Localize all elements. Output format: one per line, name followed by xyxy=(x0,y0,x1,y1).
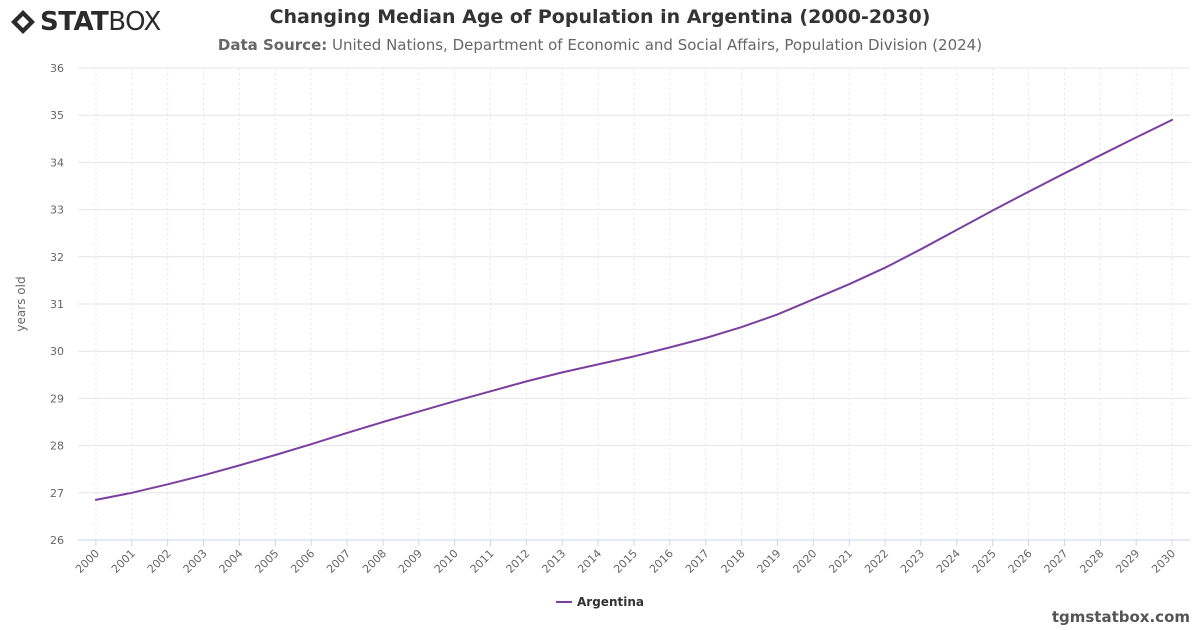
logo-text: STATBOX xyxy=(40,7,161,37)
data-point xyxy=(167,483,169,485)
data-point xyxy=(741,326,743,328)
y-tick-label: 29 xyxy=(50,392,64,405)
data-point xyxy=(776,313,778,315)
x-tick-label: 2007 xyxy=(324,547,353,576)
x-tick-label: 2006 xyxy=(288,547,317,576)
data-point xyxy=(238,464,240,466)
x-tick-label: 2016 xyxy=(647,547,676,576)
x-tick-label: 2028 xyxy=(1077,547,1106,576)
data-point xyxy=(382,421,384,423)
x-tick-label: 2015 xyxy=(611,547,640,576)
x-tick-label: 2020 xyxy=(790,547,819,576)
y-tick-label: 31 xyxy=(50,298,64,311)
data-point xyxy=(669,346,671,348)
x-tick-label: 2005 xyxy=(252,547,281,576)
data-point xyxy=(131,492,133,494)
y-tick-label: 34 xyxy=(50,156,64,169)
y-tick-label: 30 xyxy=(50,345,64,358)
y-axis-title: years old xyxy=(14,276,28,331)
data-point xyxy=(1171,119,1173,121)
data-point xyxy=(597,363,599,365)
y-tick-label: 28 xyxy=(50,440,64,453)
logo-text-light: BOX xyxy=(108,7,161,37)
chart-subtitle: Data Source: United Nations, Department … xyxy=(0,36,1200,54)
data-point xyxy=(992,210,994,212)
x-tick-label: 2002 xyxy=(145,547,174,576)
data-point xyxy=(1028,191,1030,193)
x-tick-label: 2029 xyxy=(1113,547,1142,576)
x-tick-label: 2010 xyxy=(432,547,461,576)
y-tick-label: 35 xyxy=(50,109,64,122)
x-tick-label: 2012 xyxy=(504,547,533,576)
x-tick-label: 2021 xyxy=(826,547,855,576)
x-tick-label: 2018 xyxy=(719,547,748,576)
x-tick-label: 2023 xyxy=(898,547,927,576)
y-tick-label: 27 xyxy=(50,487,64,500)
x-tick-label: 2003 xyxy=(181,547,210,576)
x-tick-label: 2017 xyxy=(683,547,712,576)
data-point xyxy=(884,267,886,269)
data-point xyxy=(920,248,922,250)
data-point xyxy=(1099,154,1101,156)
x-tick-label: 2013 xyxy=(539,547,568,576)
footer-watermark: tgmstatbox.com xyxy=(1051,608,1190,626)
logo-text-bold: STAT xyxy=(40,7,109,37)
y-tick-label: 26 xyxy=(50,534,64,547)
data-point xyxy=(203,474,205,476)
x-tick-label: 2008 xyxy=(360,547,389,576)
series-line-argentina xyxy=(94,118,1174,501)
x-tick-label: 2019 xyxy=(755,547,784,576)
data-point xyxy=(848,283,850,285)
x-tick-label: 2025 xyxy=(970,547,999,576)
data-point xyxy=(1063,172,1065,174)
y-tick-label: 36 xyxy=(50,62,64,75)
data-point xyxy=(274,454,276,456)
y-tick-label: 33 xyxy=(50,204,64,217)
y-tick-label: 32 xyxy=(50,251,64,264)
x-tick-label: 2030 xyxy=(1149,547,1178,576)
x-tick-label: 2022 xyxy=(862,547,891,576)
data-point xyxy=(956,229,958,231)
x-tick-label: 2001 xyxy=(109,547,138,576)
statbox-logo: STATBOX xyxy=(10,6,161,38)
data-point xyxy=(418,411,420,413)
data-point xyxy=(633,355,635,357)
legend-swatch xyxy=(556,601,573,603)
chart-title: Changing Median Age of Population in Arg… xyxy=(269,6,931,28)
data-point xyxy=(346,432,348,434)
data-point xyxy=(561,371,563,373)
data-point xyxy=(812,298,814,300)
legend-label-argentina: Argentina xyxy=(577,595,644,609)
x-tick-label: 2026 xyxy=(1006,547,1035,576)
x-tick-label: 2009 xyxy=(396,547,425,576)
data-point xyxy=(1135,136,1137,138)
data-point xyxy=(310,443,312,445)
subtitle-label: Data Source: xyxy=(217,36,328,54)
x-tick-label: 2014 xyxy=(575,547,604,576)
legend[interactable]: Argentina xyxy=(0,595,1200,609)
data-point xyxy=(490,390,492,392)
data-point xyxy=(705,337,707,339)
data-point xyxy=(525,380,527,382)
subtitle-text: United Nations, Department of Economic a… xyxy=(332,36,983,54)
x-tick-label: 2027 xyxy=(1042,547,1071,576)
x-tick-label: 2004 xyxy=(217,547,246,576)
data-point xyxy=(454,400,456,402)
x-tick-label: 2000 xyxy=(73,547,102,576)
x-tick-label: 2024 xyxy=(934,547,963,576)
x-tick-label: 2011 xyxy=(468,547,497,576)
data-point xyxy=(95,499,97,501)
logo-diamond-icon xyxy=(11,10,35,34)
